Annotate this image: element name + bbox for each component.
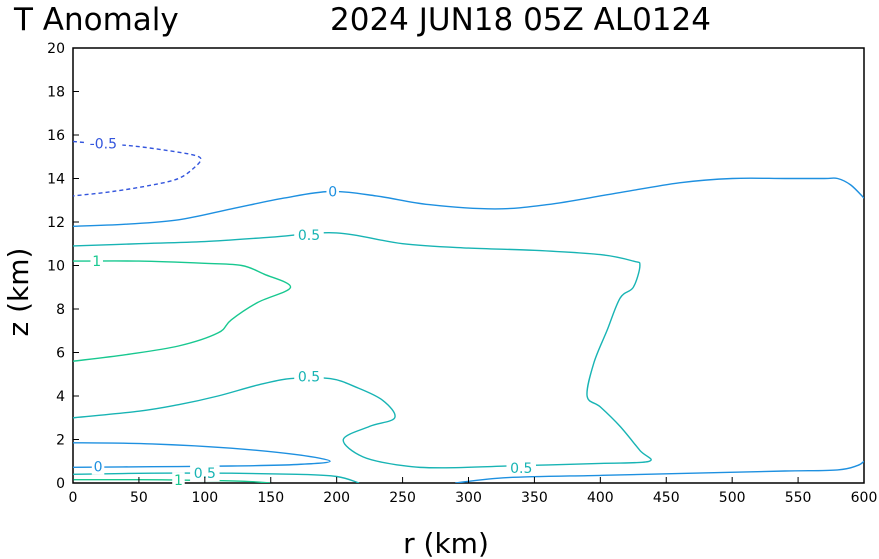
x-tick-label: 50: [130, 490, 148, 506]
x-tick-label: 450: [653, 490, 680, 506]
contour-label-bg: [294, 227, 324, 244]
x-tick-label: 100: [191, 490, 218, 506]
contour-label-bg: [84, 135, 123, 152]
contour-label: 0.5: [194, 466, 216, 482]
contour-label: 0.5: [510, 461, 532, 477]
y-tick-label: 12: [47, 215, 65, 231]
x-tick-label: 250: [389, 490, 416, 506]
y-tick-label: 2: [56, 433, 65, 449]
y-tick-label: 8: [56, 302, 65, 318]
contour-line-1: [73, 177, 864, 227]
contour-label: 0.5: [298, 369, 320, 385]
contour-label: 0.5: [298, 228, 320, 244]
x-tick-label: 150: [257, 490, 284, 506]
y-axis-label: z (km): [2, 248, 35, 337]
x-tick-label: 500: [719, 490, 746, 506]
contour-label: 0: [94, 460, 103, 476]
chart-title-left: T Anomaly: [13, 2, 179, 38]
contour-line-2: [73, 232, 652, 469]
contour-label-bg: [190, 465, 220, 482]
x-tick-label: 0: [69, 490, 78, 506]
contour-label-bg: [91, 458, 105, 475]
contour-line-7: [455, 460, 864, 483]
contour-label: 0: [328, 185, 337, 201]
contour-line-4: [73, 442, 331, 468]
contour-lines: [73, 140, 864, 483]
contour-label: 1: [92, 254, 101, 270]
y-tick-label: 20: [47, 41, 65, 57]
chart-title-right: 2024 JUN18 05Z AL0124: [330, 2, 711, 38]
x-tick-label: 350: [521, 490, 548, 506]
plot-frame: [72, 47, 865, 484]
contour-labels: -0.5 0 0.5 1 0.5 0.5 0 0.5 1: [84, 135, 536, 489]
contour-line-5: [73, 472, 360, 483]
y-tick-label: 4: [56, 389, 65, 405]
contour-label: -0.5: [90, 137, 117, 153]
contour-label-bg: [506, 459, 536, 476]
contour-line-0: [73, 140, 202, 197]
x-tick-label: 200: [323, 490, 350, 506]
contour-label-bg: [172, 472, 185, 489]
contour-label-bg: [326, 183, 339, 200]
y-tick-label: 6: [56, 346, 65, 362]
contour-label-bg: [294, 368, 324, 385]
x-tick-label: 600: [851, 490, 878, 506]
x-tick-label: 300: [455, 490, 482, 506]
contour-line-3: [73, 260, 292, 362]
contour-label: 1: [174, 473, 183, 489]
plot-area: [72, 47, 865, 484]
y-tick-label: 16: [47, 128, 65, 144]
y-tick-label: 10: [47, 259, 65, 275]
y-axis-ticks: 0 2 4 6 8 10 12 14 16 18 20: [47, 41, 79, 492]
y-tick-label: 18: [47, 85, 65, 101]
x-axis-ticks: 0 50 100 150 200 250 300 350 400 450 500 550 600: [69, 477, 878, 506]
y-tick-label: 14: [47, 172, 65, 188]
x-axis-label: r (km): [403, 527, 489, 559]
contour-label-bg: [90, 253, 103, 270]
y-tick-label: 0: [56, 476, 65, 492]
x-tick-label: 400: [587, 490, 614, 506]
x-tick-label: 550: [785, 490, 812, 506]
